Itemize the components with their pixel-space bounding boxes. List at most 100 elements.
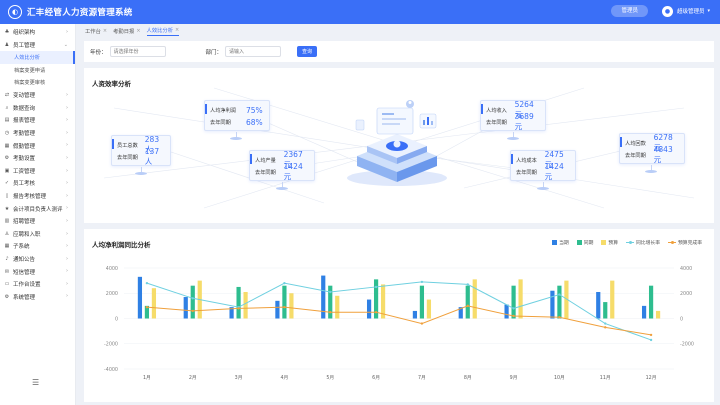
sidebar-item[interactable]: ▯ 报告考核管理 › — [0, 190, 75, 203]
swap-icon: ⇄ — [4, 92, 10, 99]
kpi-accent — [112, 139, 114, 149]
doc-icon: ▯ — [5, 193, 9, 200]
sidebar-subitem[interactable]: 人效比分析 — [0, 51, 75, 64]
star-icon: ★ — [4, 205, 10, 212]
chevron-right-icon: › — [66, 91, 68, 98]
point-同比增长率 — [145, 281, 149, 285]
briefcase-icon: ▥ — [4, 218, 10, 225]
collapse-menu-icon[interactable]: ☰ — [32, 378, 40, 387]
sidebar-item[interactable]: ⚙ 考勤设置 › — [0, 152, 75, 165]
legend-swatch — [626, 240, 634, 244]
chart-plot: 4000 2000 0 -2000 -4000 4000 2000 0 -2000 1月 2月 3月 4… — [104, 266, 694, 381]
legend-item[interactable]: 同比增长率 — [626, 239, 660, 246]
bar-预算 — [380, 284, 386, 319]
tab-efficiency-analysis[interactable]: 人效比分析 × — [146, 26, 180, 36]
legend-item[interactable]: 预算完成率 — [668, 239, 702, 246]
line-预算完成率 — [146, 305, 652, 336]
kpi-headcount: 员工总数 283人 去年同期 137人 — [111, 135, 171, 166]
bar-同期 — [144, 305, 150, 319]
chevron-right-icon: › — [66, 117, 68, 124]
x-tick-label: 5月 — [326, 375, 334, 381]
bar-同期 — [373, 279, 379, 319]
sidebar-item-label: 通知公告 — [13, 256, 36, 263]
bar-当期 — [321, 275, 326, 319]
role-button[interactable]: 管理员 — [611, 5, 648, 17]
kpi-stem — [543, 182, 544, 188]
wallet-icon: ▣ — [4, 167, 10, 174]
close-icon[interactable]: × — [136, 28, 141, 34]
sidebar-item[interactable]: ✉ 短信管理 › — [0, 265, 75, 278]
query-button[interactable]: 查询 — [297, 46, 318, 57]
sidebar-item[interactable]: ◷ 考勤管理 › — [0, 127, 75, 140]
point-预算完成率 — [558, 316, 561, 319]
bar-同期 — [282, 285, 287, 319]
bar-同期 — [190, 285, 195, 319]
tab-label: 工作台 — [85, 29, 101, 35]
sidebar-item[interactable]: ♣ 组织架构 › — [0, 26, 75, 39]
bar-预算 — [610, 280, 615, 319]
sidebar-item[interactable]: ▦ 子系统 › — [0, 240, 75, 253]
kpi-accent — [205, 104, 207, 114]
y2-tick-label: 4000 — [680, 266, 692, 272]
sidebar-item[interactable]: ▦ 假勤管理 › — [0, 139, 75, 152]
sidebar-item[interactable]: ⌕ 数据查询 › — [0, 102, 75, 115]
tab-label: 考勤日报 — [113, 29, 135, 35]
bar-当期 — [137, 276, 143, 319]
x-tick-label: 11月 — [600, 375, 611, 381]
bar-预算 — [655, 310, 661, 319]
sidebar-item[interactable]: ★ 会计项目负责人测评 › — [0, 202, 75, 215]
chevron-right-icon: › — [66, 180, 68, 187]
point-预算完成率 — [420, 322, 424, 325]
kpi-label: 去年同期 — [486, 119, 507, 126]
point-同比增长率 — [420, 280, 424, 284]
bar-当期 — [366, 299, 372, 319]
sidebar-item-label: 假勤管理 — [13, 143, 36, 150]
sidebar-subitem[interactable]: 档案变更审核 — [14, 80, 46, 87]
sidebar-item-label: 应聘和入职 — [13, 231, 41, 238]
legend-label: 预算完成率 — [678, 241, 702, 246]
kpi-value: 1424元 — [544, 162, 564, 181]
sidebar-item[interactable]: ⇄ 变动管理 › — [0, 89, 75, 102]
x-tick-label: 8月 — [464, 375, 472, 381]
legend-swatch — [576, 240, 582, 245]
close-icon[interactable]: × — [102, 28, 108, 34]
sidebar-item[interactable]: ♟ 员工管理 ⌄ — [0, 39, 75, 52]
sidebar-item[interactable]: ♪ 通知公告 › — [0, 253, 75, 266]
dept-input[interactable] — [225, 46, 282, 57]
sidebar-item-label: 变动管理 — [13, 93, 36, 100]
close-icon[interactable]: × — [175, 27, 180, 33]
chevron-down-icon[interactable]: ▾ — [707, 8, 710, 14]
x-tick-label: 12月 — [646, 375, 657, 381]
kpi-label: 人均成本 — [516, 157, 537, 164]
sidebar-item[interactable]: ▥ 招聘管理 › — [0, 215, 75, 228]
tab-attendance-daily[interactable]: 考勤日报 × — [113, 27, 140, 35]
legend-item[interactable]: 预算 — [601, 239, 618, 246]
sidebar-item[interactable]: ▤ 报表管理 › — [0, 114, 75, 127]
kpi-income: 人均收入 5264元 去年同期 3689元 — [480, 100, 546, 131]
kpi-stem — [282, 182, 283, 188]
point-预算完成率 — [191, 309, 194, 313]
chevron-right-icon: › — [66, 255, 68, 262]
legend-item[interactable]: 当期 — [552, 239, 569, 246]
y2-tick-label: -2000 — [680, 342, 694, 348]
point-同比增长率 — [512, 307, 515, 310]
sidebar-item[interactable]: ▭ 工作台设置 › — [0, 278, 75, 291]
legend-item[interactable]: 同期 — [576, 239, 593, 246]
point-同比增长率 — [558, 293, 561, 296]
username[interactable]: 超级管理员 — [676, 9, 705, 15]
avatar[interactable]: ● — [661, 5, 673, 17]
point-预算完成率 — [604, 326, 607, 329]
sidebar-subitem[interactable]: 档案变更申请 — [14, 67, 46, 74]
kpi-foot — [135, 172, 147, 175]
sidebar-item[interactable]: ♙ 应聘和入职 › — [0, 228, 75, 241]
point-预算完成率 — [145, 305, 149, 309]
sidebar-item-label: 考勤设置 — [13, 156, 36, 163]
year-select[interactable] — [109, 46, 166, 57]
sidebar-item[interactable]: ✓ 员工考核 › — [0, 177, 75, 190]
efficiency-title: 人资效率分析 — [92, 80, 131, 88]
point-预算完成率 — [237, 307, 240, 310]
sidebar-item[interactable]: ⚙ 系统管理 › — [0, 290, 75, 303]
tab-workbench[interactable]: 工作台 × — [85, 27, 107, 35]
sidebar-item[interactable]: ▣ 工资管理 › — [0, 165, 75, 178]
gear-icon: ⚙ — [4, 293, 10, 300]
